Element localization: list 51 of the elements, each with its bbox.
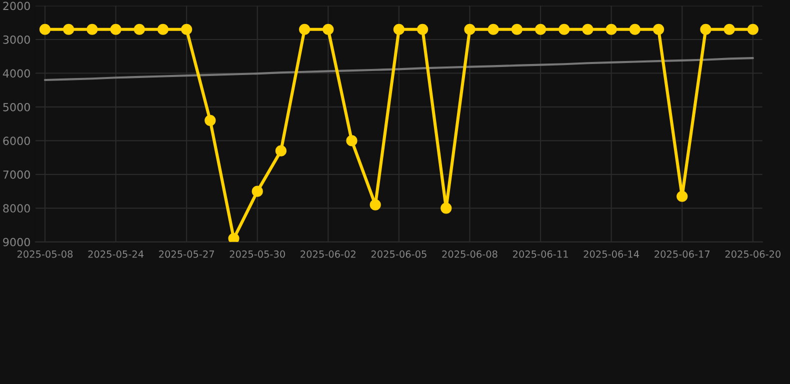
point (676, 190, 688, 202)
line-series (44, 57, 754, 82)
y-tick-label: 9000 (3, 238, 30, 246)
point (39, 24, 51, 35)
point (228, 232, 240, 242)
x-tick-label: 2025-06-17 (654, 250, 710, 258)
point (652, 24, 664, 35)
x-tick-label: 2025-05-24 (88, 250, 144, 258)
point (700, 24, 712, 35)
point (134, 24, 145, 35)
x-tick-label: 2025-05-30 (230, 250, 285, 258)
point (558, 24, 570, 35)
point (299, 24, 310, 35)
point (606, 24, 617, 35)
x-tick-label: 2025-06-14 (584, 250, 640, 258)
point (370, 199, 381, 210)
point (724, 24, 735, 35)
point (440, 202, 452, 214)
point (181, 24, 192, 35)
point (629, 24, 640, 35)
x-tick-label: 2025-06-05 (371, 250, 426, 258)
point (157, 24, 169, 35)
y-tick-label: 2000 (3, 2, 30, 10)
point (204, 114, 216, 126)
point (488, 24, 499, 35)
point (416, 24, 428, 35)
y-tick-label: 3000 (3, 35, 30, 44)
point (275, 145, 287, 156)
point (322, 24, 334, 35)
x-tick-label: 2025-05-08 (17, 250, 73, 258)
point (393, 24, 405, 35)
x-tick-label: 2025-06-20 (725, 250, 781, 258)
point (534, 24, 546, 35)
x-tick-label: 2025-06-11 (512, 250, 568, 258)
point (110, 24, 122, 35)
y-tick-label: 8000 (3, 204, 30, 213)
point (747, 24, 758, 35)
y-tick-label: 6000 (3, 136, 30, 146)
point (582, 24, 594, 35)
point (511, 24, 522, 35)
y-tick-label: 5000 (3, 102, 30, 112)
point (63, 24, 74, 35)
y-tick-label: 4000 (2, 69, 30, 78)
point (86, 24, 98, 35)
y-tick-label: 7000 (3, 170, 30, 179)
x-tick-label: 2025-06-08 (442, 250, 498, 258)
x-tick-label: 2025-06-02 (300, 250, 356, 258)
x-tick-label: 2025-05-27 (159, 250, 214, 258)
point (252, 186, 263, 197)
point (346, 135, 358, 146)
point (464, 24, 476, 35)
